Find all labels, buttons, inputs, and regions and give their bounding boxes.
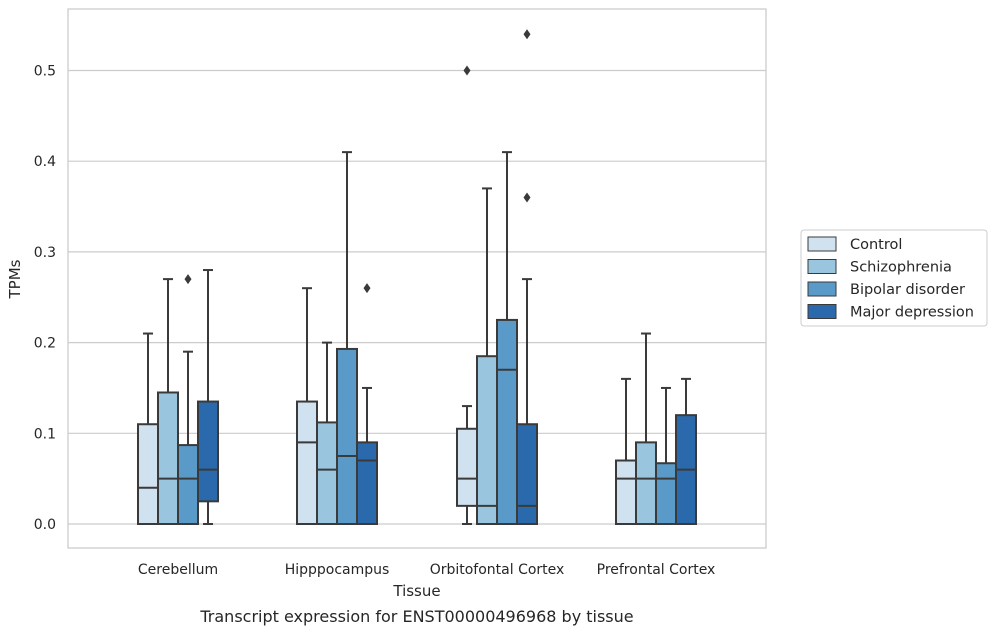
- legend-label: Major depression: [850, 305, 974, 321]
- legend: Control Schizophrenia Bipolar disorder Majo…: [800, 229, 988, 327]
- legend-swatch: [807, 259, 837, 274]
- box-body: [456, 427, 478, 507]
- box-body: [635, 441, 657, 525]
- legend-label: Bipolar disorder: [850, 282, 965, 298]
- box-2-2: [496, 151, 518, 525]
- box-3-1: [635, 332, 657, 525]
- x-axis-ticks: Cerebellum Hipppocampus Orbitofontal Corte…: [138, 562, 715, 578]
- boxes: [137, 29, 697, 526]
- box-2-0: [456, 65, 478, 525]
- y-axis-label: TPMs: [6, 259, 24, 299]
- x-tick-label: Prefrontal Cortex: [597, 562, 716, 578]
- x-tick-label: Orbitofontal Cortex: [430, 562, 565, 578]
- box-0-0: [137, 332, 159, 526]
- box-body: [157, 391, 179, 525]
- box-1-1: [316, 341, 338, 525]
- outlier-marker: [463, 65, 471, 76]
- legend-swatch: [807, 304, 837, 319]
- box-3-2: [655, 386, 677, 525]
- box-0-1: [157, 278, 179, 525]
- box-1-0: [296, 287, 318, 525]
- y-axis-ticks: 0.0 0.1 0.2 0.3 0.4 0.5: [34, 64, 56, 534]
- y-tick-label: 0.0: [34, 517, 56, 533]
- chart-caption: Transcript expression for ENST0000049696…: [199, 607, 633, 626]
- box-body: [496, 318, 518, 525]
- box-body: [655, 462, 677, 525]
- outlier-marker: [523, 29, 531, 40]
- box-2-3: [516, 29, 538, 526]
- box-0-3: [197, 269, 219, 525]
- box-body: [177, 444, 199, 525]
- outlier-marker: [184, 274, 192, 285]
- box-1-2: [336, 151, 358, 525]
- x-axis-label: Tissue: [392, 582, 440, 600]
- box-body: [356, 441, 378, 525]
- y-tick-label: 0.5: [34, 64, 56, 80]
- box-body: [197, 400, 219, 503]
- y-tick-label: 0.4: [34, 154, 56, 170]
- legend-frame: [800, 229, 988, 327]
- x-tick-label: Hipppocampus: [285, 562, 390, 578]
- box-body: [615, 459, 637, 526]
- box-body: [516, 423, 538, 526]
- plot-frame: [67, 8, 767, 549]
- box-3-3: [675, 377, 697, 525]
- box-body: [336, 347, 358, 525]
- legend-label: Schizophrenia: [850, 260, 952, 276]
- box-body: [316, 421, 338, 525]
- box-0-2: [177, 274, 199, 525]
- outlier-marker: [523, 192, 531, 203]
- legend-swatch: [807, 236, 837, 252]
- box-3-0: [615, 377, 637, 526]
- y-tick-label: 0.3: [34, 245, 56, 261]
- y-tick-label: 0.1: [34, 426, 56, 442]
- box-body: [296, 400, 318, 525]
- box-2-1: [476, 187, 498, 525]
- x-tick-label: Cerebellum: [138, 562, 218, 578]
- box-body: [476, 355, 498, 525]
- y-tick-label: 0.2: [34, 336, 56, 352]
- legend-label: Control: [850, 237, 902, 253]
- outlier-marker: [363, 283, 371, 294]
- box-1-3: [356, 283, 378, 525]
- legend-swatch: [807, 281, 837, 297]
- box-body: [137, 423, 159, 526]
